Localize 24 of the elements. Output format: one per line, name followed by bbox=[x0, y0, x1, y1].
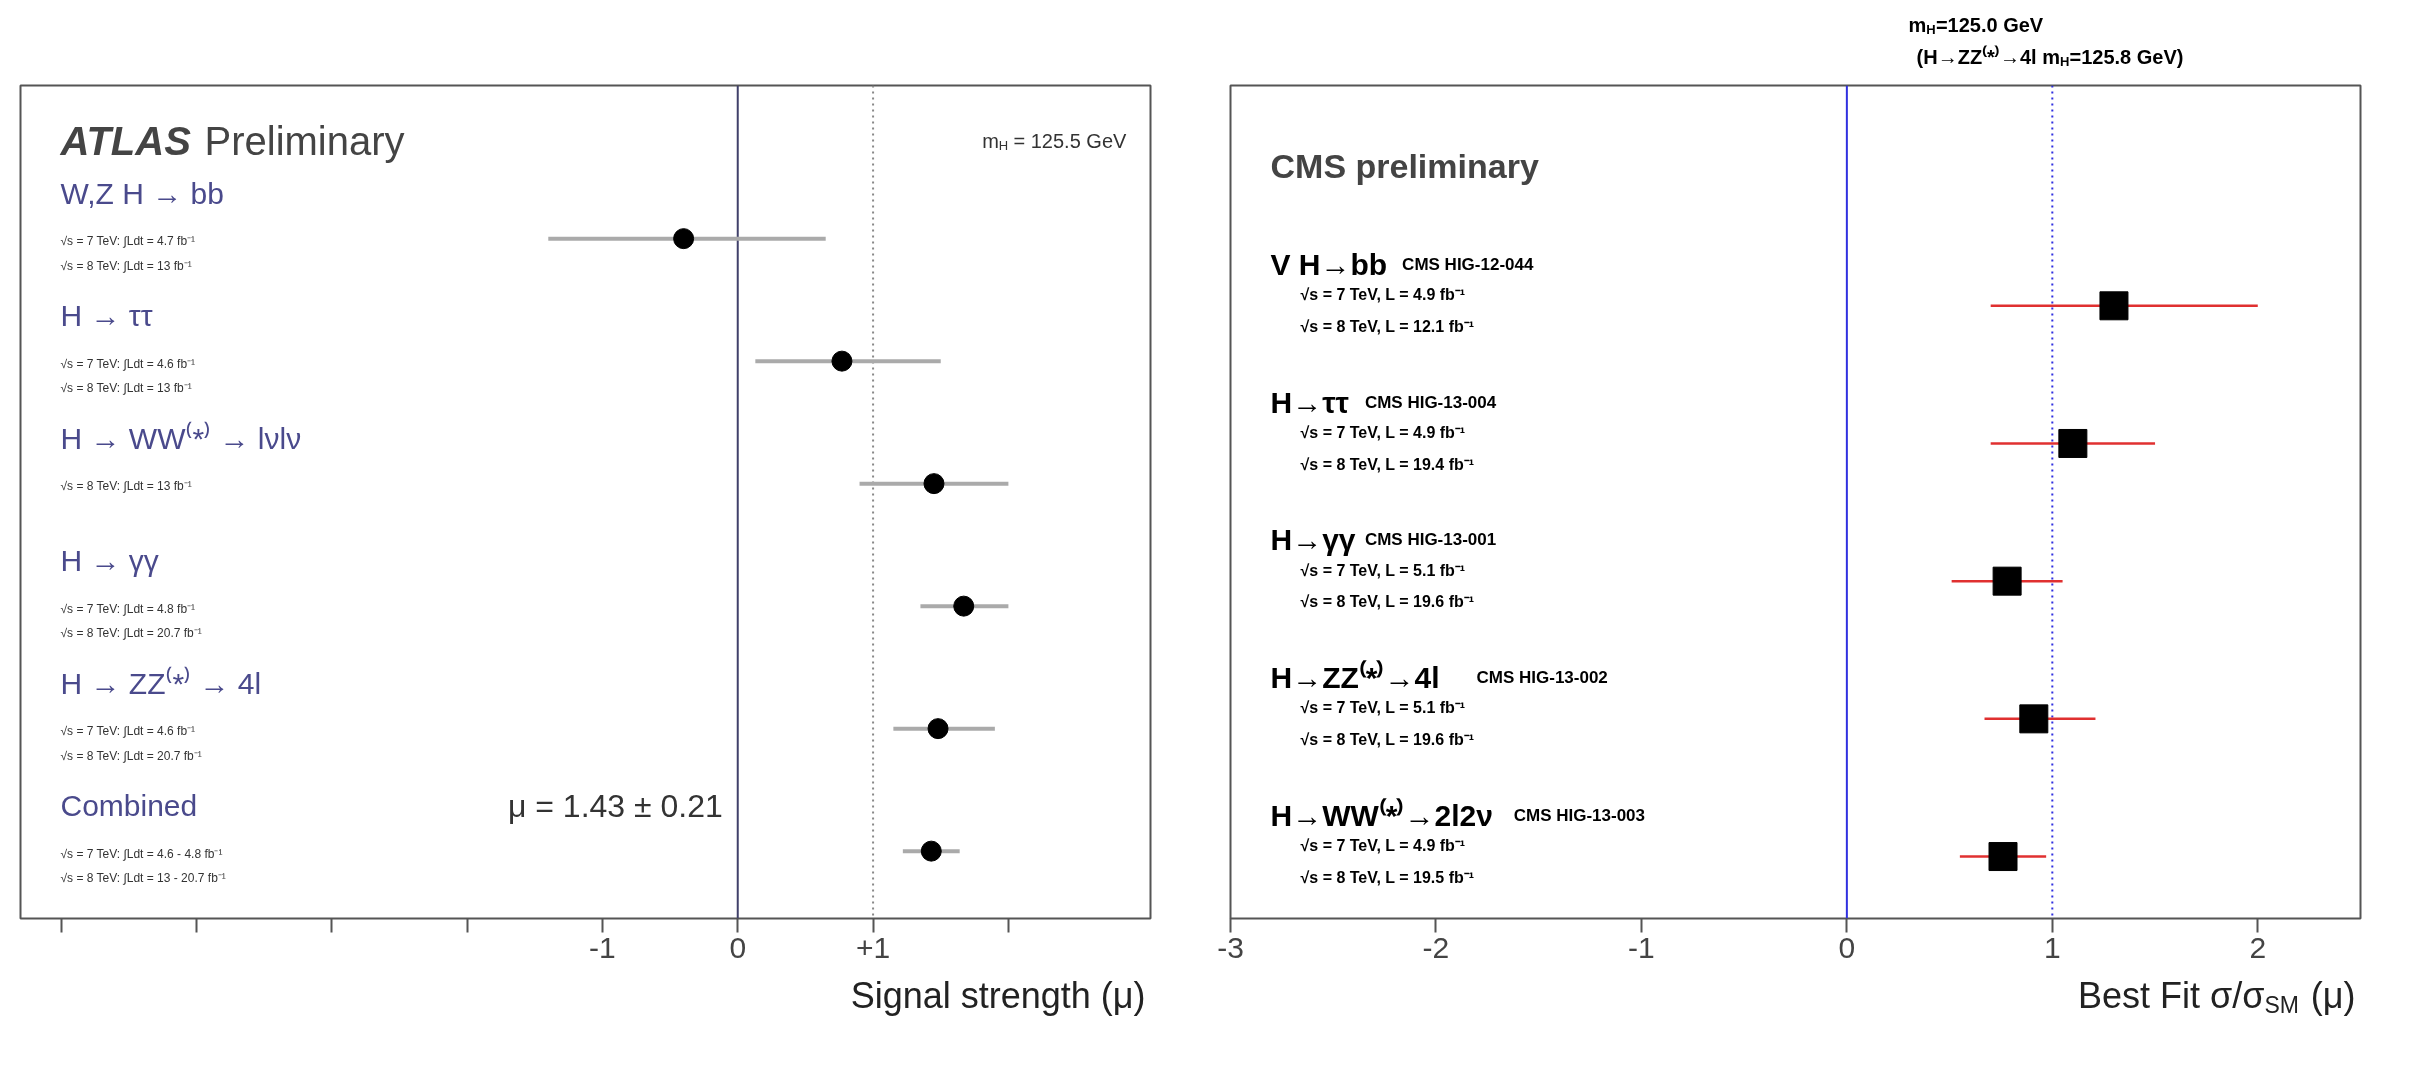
x-tick-label: -1 bbox=[1628, 930, 1655, 964]
y-tick-label: H → γγ √s = 7 TeV: ∫Ldt = 4.8 fb⁻¹ √s = 8 TeV: ∫Ldt = 20.7 fb⁻¹ bbox=[60, 544, 202, 641]
y-tick-label: Combined √s = 7 TeV: ∫Ldt = 4.6 - 4.8 fb⁻¹ √s = 8 TeV: ∫Ldt = 13 - 20.7 fb⁻¹ bbox=[60, 789, 226, 886]
annotation: μ = 1.43 ± 0.21 bbox=[507, 788, 723, 825]
y-tick-label: V H→bb CMS HIG-12-044 √s = 7 TeV, L = 4.9 fb⁻¹ √s = 8 TeV, L = 12.1 fb⁻¹ bbox=[1270, 247, 1534, 335]
category-label: H→WW⁽*⁾→2l2ν CMS HIG-13-003 √s = 7 TeV, L = 4.9 fb⁻¹ √s = 8 TeV, L = 19.5 fb⁻¹ bbox=[1270, 798, 1646, 886]
x-axis-title: Signal strength (μ) bbox=[850, 975, 1146, 1016]
x-tick-label: -1 bbox=[589, 930, 616, 964]
y-tick-label: H→ττ CMS HIG-13-004 √s = 7 TeV, L = 4.9 fb⁻¹ √s = 8 TeV, L = 19.4 fb⁻¹ bbox=[1270, 385, 1497, 473]
y-tick-label: H→γγ CMS HIG-13-001 √s = 7 TeV, L = 5.1 fb⁻¹ √s = 8 TeV, L = 19.6 fb⁻¹ bbox=[1270, 523, 1497, 611]
text: ATLAS Preliminary bbox=[59, 118, 405, 163]
y-tick-label: H → ZZ⁽*⁾ → 4l √s = 7 TeV: ∫Ldt = 4.6 fb⁻¹ √s = 8 TeV: ∫Ldt = 20.7 fb⁻¹ bbox=[60, 665, 262, 763]
x-tick-label: +1 bbox=[855, 930, 891, 964]
category-label: H→ZZ⁽*⁾→4l CMS HIG-13-002 √s = 7 TeV, L = 5.1 fb⁻¹ √s = 8 TeV, L = 19.6 fb⁻¹ bbox=[1270, 661, 1608, 749]
x-tick-label: 0 bbox=[729, 930, 747, 964]
y-tick-label: H → ττ √s = 7 TeV: ∫Ldt = 4.6 fb⁻¹ √s = 8 TeV: ∫Ldt = 13 fb⁻¹ bbox=[60, 299, 196, 396]
x-tick-label: -2 bbox=[1422, 930, 1450, 964]
chart-title: CMS preliminary bbox=[1270, 146, 1539, 185]
y-tick-label: W,Z H → bb √s = 7 TeV: ∫Ldt = 4.7 fb⁻¹ √s = 8 TeV: ∫Ldt = 13 fb⁻¹ bbox=[60, 176, 224, 273]
y-tick-label: H → WW⁽*⁾ → lνlν √s = 8 TeV: ∫Ldt = 13 fb⁻¹ bbox=[60, 420, 302, 494]
x-tick-label: -3 bbox=[1217, 930, 1244, 964]
x-tick-label: 0 bbox=[1838, 930, 1856, 964]
x-tick-label: 2 bbox=[2249, 930, 2267, 964]
x-tick-label: 1 bbox=[2043, 930, 2061, 964]
